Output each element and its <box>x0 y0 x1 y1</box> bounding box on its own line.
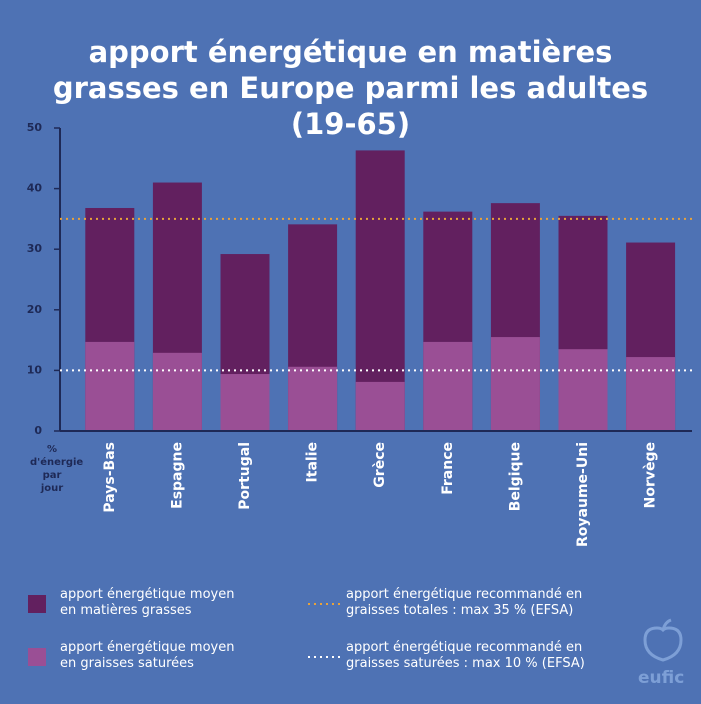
x-tick-label: Italie <box>305 442 321 482</box>
chart-title: apport énergétique en matières grasses e… <box>52 35 649 141</box>
bar <box>558 349 608 431</box>
legend-label: apport énergétique recommandé en graisse… <box>346 587 583 618</box>
x-tick-label: France <box>440 442 456 495</box>
logo-icon <box>643 618 683 662</box>
x-tick-label: Belgique <box>507 442 523 511</box>
y-tick-label: 30 <box>27 242 43 255</box>
bar <box>152 352 202 431</box>
x-tick-label: Grèce <box>372 442 388 488</box>
logo: eufic <box>638 668 685 688</box>
legend-swatch <box>28 595 46 613</box>
x-tick-label: Royaume-Uni <box>575 442 591 547</box>
y-tick-label: 10 <box>27 363 43 376</box>
y-tick-label: 40 <box>27 182 43 195</box>
legend-label: apport énergétique moyen en matières gra… <box>60 587 235 618</box>
bar <box>85 341 135 431</box>
bar <box>355 381 405 431</box>
x-tick-label: Espagne <box>169 442 185 509</box>
legend-swatch <box>28 648 46 666</box>
legend-label: apport énergétique recommandé en graisse… <box>346 640 585 671</box>
bar <box>490 337 540 431</box>
x-tick-label: Norvège <box>643 442 659 508</box>
x-tick-label: Pays-Bas <box>102 442 118 513</box>
bar <box>288 366 338 431</box>
y-axis-label: % d'énergie par jour <box>30 444 84 494</box>
y-tick-label: 0 <box>34 424 42 437</box>
y-tick-label: 50 <box>27 121 43 134</box>
bar <box>626 357 676 431</box>
legend-label: apport énergétique moyen en graisses sat… <box>60 640 235 671</box>
bar <box>423 341 473 431</box>
x-tick-label: Portugal <box>237 442 253 510</box>
bar <box>220 374 270 431</box>
y-tick-label: 20 <box>27 303 43 316</box>
